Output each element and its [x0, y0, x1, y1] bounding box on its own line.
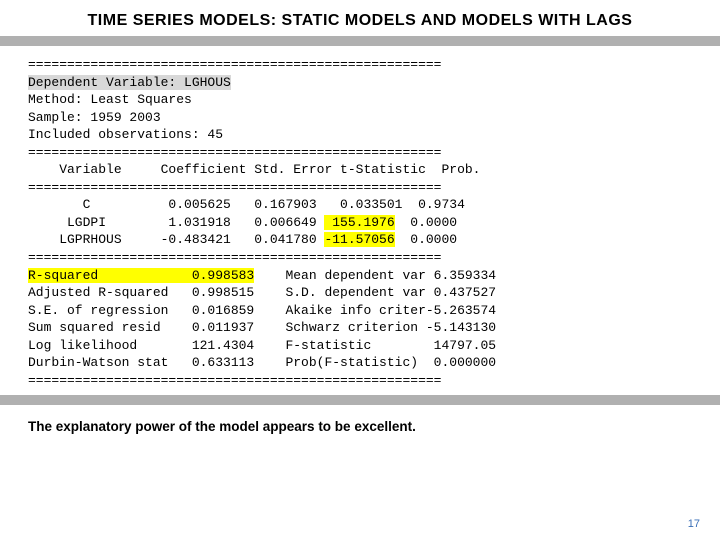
- dependent-variable-line: Dependent Variable: LGHOUS: [28, 75, 231, 90]
- slide-title-bar: TIME SERIES MODELS: STATIC MODELS AND MO…: [0, 0, 720, 36]
- se-regression-line: S.E. of regression 0.016859 Akaike info …: [28, 303, 496, 318]
- log-likelihood-line: Log likelihood 121.4304 F-statistic 1479…: [28, 338, 496, 353]
- column-header: Variable Coefficient Std. Error t-Statis…: [28, 162, 480, 177]
- ssr-line: Sum squared resid 0.011937 Schwarz crite…: [28, 320, 496, 335]
- observations-line: Included observations: 45: [28, 127, 223, 142]
- slide-caption: The explanatory power of the model appea…: [0, 405, 720, 434]
- coef-row-c: C 0.005625 0.167903 0.033501 0.9734: [28, 197, 465, 212]
- regression-output: ========================================…: [0, 46, 720, 395]
- slide-title: TIME SERIES MODELS: STATIC MODELS AND MO…: [88, 12, 633, 29]
- sample-line: Sample: 1959 2003: [28, 110, 161, 125]
- coef-row-lgdpi-right: 0.0000: [395, 215, 457, 230]
- rule-line: ========================================…: [28, 373, 441, 388]
- coef-row-lgprhous-right: 0.0000: [395, 232, 457, 247]
- tstat-lgprhous: -11.57056: [324, 232, 394, 247]
- page-number: 17: [688, 518, 700, 530]
- r-squared-label: R-squared 0.998583: [28, 268, 254, 283]
- durbin-watson-line: Durbin-Watson stat 0.633113 Prob(F-stati…: [28, 355, 496, 370]
- mean-dep-var: Mean dependent var 6.359334: [254, 268, 496, 283]
- rule-line: ========================================…: [28, 180, 441, 195]
- rule-line: ========================================…: [28, 145, 441, 160]
- coef-row-lgdpi-left: LGDPI 1.031918 0.006649: [28, 215, 324, 230]
- method-line: Method: Least Squares: [28, 92, 192, 107]
- rule-line: ========================================…: [28, 250, 441, 265]
- adj-r-squared-line: Adjusted R-squared 0.998515 S.D. depende…: [28, 285, 496, 300]
- top-divider-bar: [0, 36, 720, 46]
- tstat-lgdpi: 155.1976: [324, 215, 394, 230]
- rule-line: ========================================…: [28, 57, 441, 72]
- bottom-divider-bar: [0, 395, 720, 405]
- coef-row-lgprhous-left: LGPRHOUS -0.483421 0.041780: [28, 232, 324, 247]
